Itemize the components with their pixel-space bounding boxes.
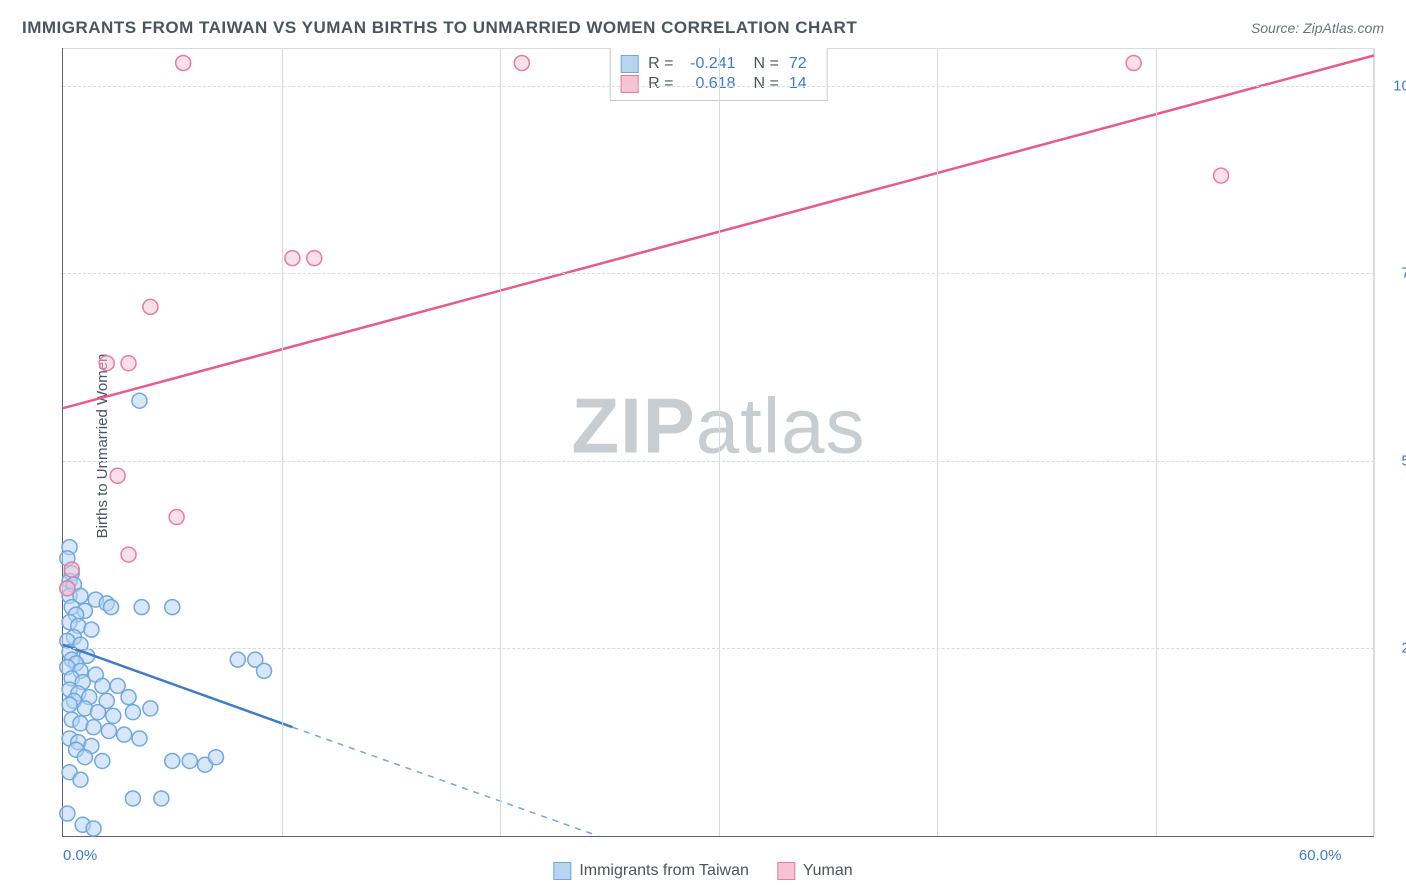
r-value-taiwan: -0.241 xyxy=(684,55,736,73)
chart-plot-area: ZIPatlas R = -0.241 N = 72 R = 0.618 N =… xyxy=(62,48,1374,837)
x-tick-label: 0.0% xyxy=(63,847,97,864)
correlation-row-yuman: R = 0.618 N = 14 xyxy=(620,74,813,94)
n-label: N = xyxy=(754,55,779,73)
legend-label-taiwan: Immigrants from Taiwan xyxy=(579,862,749,880)
swatch-yuman xyxy=(620,75,638,93)
r-label: R = xyxy=(648,55,673,73)
r-label: R = xyxy=(648,75,673,93)
legend-label-yuman: Yuman xyxy=(803,862,853,880)
bottom-legend: Immigrants from Taiwan Yuman xyxy=(553,862,852,880)
legend-swatch-taiwan xyxy=(553,862,571,880)
y-tick-label: 100.0% xyxy=(1384,77,1406,94)
chart-title: IMMIGRANTS FROM TAIWAN VS YUMAN BIRTHS T… xyxy=(22,18,857,38)
n-label: N = xyxy=(754,75,779,93)
legend-item-yuman: Yuman xyxy=(777,862,853,880)
y-tick-label: 75.0% xyxy=(1384,265,1406,282)
x-tick-label: 60.0% xyxy=(1299,847,1342,864)
swatch-taiwan xyxy=(620,55,638,73)
y-tick-label: 25.0% xyxy=(1384,640,1406,657)
y-tick-label: 50.0% xyxy=(1384,452,1406,469)
legend-swatch-yuman xyxy=(777,862,795,880)
correlation-row-taiwan: R = -0.241 N = 72 xyxy=(620,54,813,74)
n-value-taiwan: 72 xyxy=(789,55,813,73)
r-value-yuman: 0.618 xyxy=(684,75,736,93)
source-attribution: Source: ZipAtlas.com xyxy=(1251,20,1384,36)
n-value-yuman: 14 xyxy=(789,75,813,93)
legend-item-taiwan: Immigrants from Taiwan xyxy=(553,862,749,880)
